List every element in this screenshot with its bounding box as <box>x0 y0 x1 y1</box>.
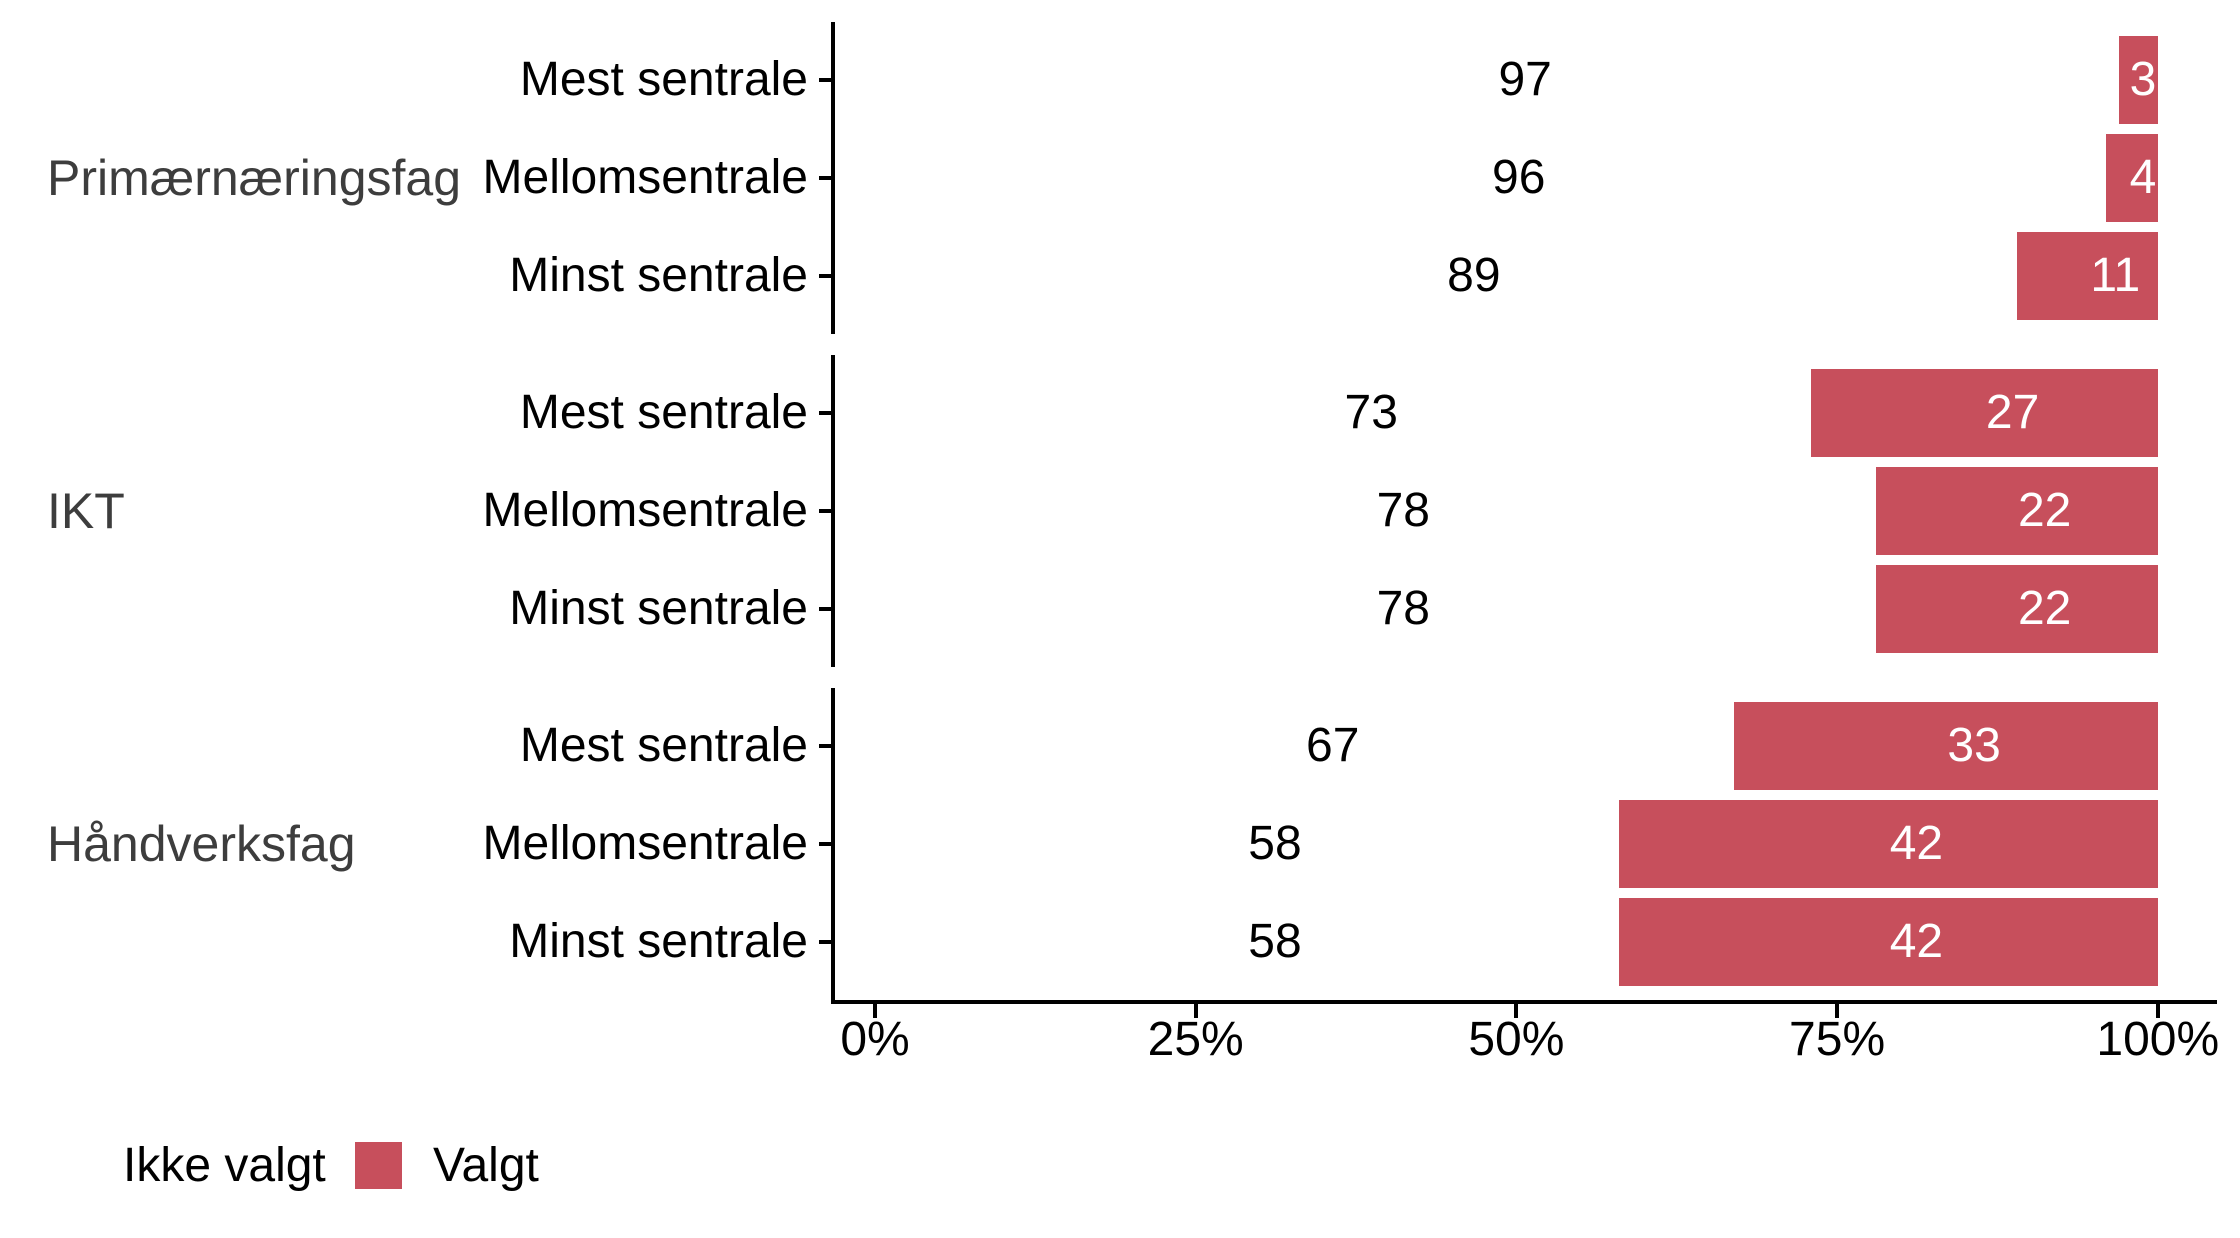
y-axis-tick <box>819 744 831 748</box>
y-axis-line <box>831 355 835 667</box>
facet-label: IKT <box>47 483 125 539</box>
x-axis-tick-label: 50% <box>1468 1013 1565 1066</box>
value-label-valgt: 22 <box>2017 484 2072 537</box>
y-axis-tick <box>819 176 831 180</box>
x-axis-tick <box>873 1004 877 1018</box>
legend-label-ikke-valgt: Ikke valgt <box>123 1139 326 1192</box>
bar-valgt-segment <box>2106 134 2158 222</box>
category-label: Mest sentrale <box>519 53 808 106</box>
x-axis-tick <box>1514 1004 1519 1018</box>
y-axis-line <box>831 688 835 1000</box>
plot-area: Primærnæringsfag Mest sentrale 97 3 Mellomse… <box>47 22 2219 1066</box>
value-label-ikke-valgt: 78 <box>1376 484 1430 537</box>
category-label: Minst sentrale <box>509 915 808 968</box>
value-label-valgt: 42 <box>1889 915 1944 968</box>
x-axis-tick <box>2155 1004 2160 1018</box>
facet-label: Primærnæringsfag <box>47 150 462 206</box>
x-axis-tick-label: 75% <box>1789 1013 1886 1066</box>
x-axis-tick <box>1835 1004 1840 1018</box>
bar-valgt-segment <box>1619 898 2158 986</box>
value-label-ikke-valgt: 58 <box>1248 817 1302 870</box>
category-label: Mellomsentrale <box>482 817 808 870</box>
value-label-ikke-valgt: 73 <box>1344 386 1398 439</box>
x-axis-tick-label: 100% <box>2096 1013 2220 1066</box>
category-label: Mest sentrale <box>519 386 808 439</box>
legend-label-valgt: Valgt <box>433 1139 539 1192</box>
bar-valgt-segment <box>2016 232 2158 320</box>
y-axis-tick <box>819 411 831 415</box>
category-label: Mellomsentrale <box>482 151 808 204</box>
value-label-ikke-valgt: 96 <box>1492 151 1546 204</box>
value-label-valgt: 33 <box>1947 719 2001 772</box>
bar-valgt-segment <box>1875 467 2158 555</box>
y-axis-tick <box>819 940 831 944</box>
value-label-valgt: 3 <box>2129 53 2157 106</box>
value-label-valgt: 42 <box>1889 817 1944 870</box>
value-label-valgt: 27 <box>1985 386 2040 439</box>
x-axis-line <box>831 1000 2217 1004</box>
y-axis-tick <box>819 842 831 846</box>
category-label: Mellomsentrale <box>482 484 808 537</box>
x-axis-tick-label: 25% <box>1147 1013 1244 1066</box>
value-label-ikke-valgt: 89 <box>1447 249 1501 302</box>
y-axis-tick <box>819 509 831 513</box>
legend-key-ikke-valgt <box>45 1142 92 1189</box>
category-label: Mest sentrale <box>519 719 808 772</box>
y-axis-tick <box>819 607 831 611</box>
bar-valgt-segment <box>2119 36 2158 124</box>
y-axis-tick <box>819 274 831 278</box>
category-label: Minst sentrale <box>509 249 808 302</box>
value-label-valgt: 11 <box>2090 249 2141 302</box>
y-axis-tick <box>819 78 831 82</box>
bar-valgt-segment <box>1619 800 2158 888</box>
bar-valgt-segment <box>1875 565 2158 653</box>
bar-valgt-segment <box>1734 702 2158 790</box>
value-label-ikke-valgt: 78 <box>1376 582 1430 635</box>
value-label-ikke-valgt: 97 <box>1498 53 1552 106</box>
y-axis-line <box>831 22 835 334</box>
value-label-ikke-valgt: 67 <box>1306 719 1360 772</box>
facet-label: Håndverksfag <box>47 816 356 872</box>
legend-key-valgt <box>355 1142 402 1189</box>
value-label-valgt: 4 <box>2129 151 2157 204</box>
category-label: Minst sentrale <box>509 582 808 635</box>
x-axis-tick <box>1193 1004 1198 1018</box>
bar-valgt-segment <box>1811 369 2158 457</box>
value-label-ikke-valgt: 58 <box>1248 915 1302 968</box>
x-axis-tick-label: 0% <box>840 1013 910 1066</box>
value-label-valgt: 22 <box>2017 582 2072 635</box>
